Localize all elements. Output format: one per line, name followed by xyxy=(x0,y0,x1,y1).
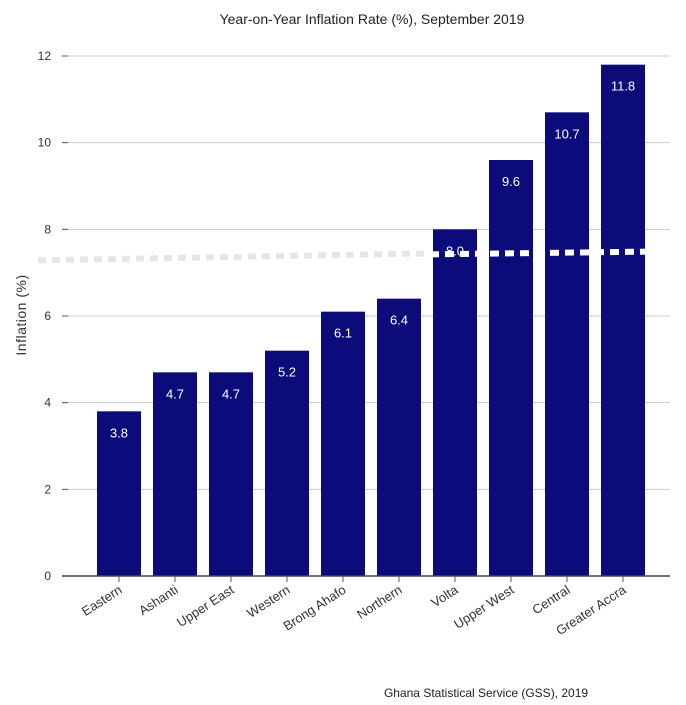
data-labels: 3.84.7 4.75.26.16.48.09.610.711.8 xyxy=(110,79,635,441)
y-tick-label: 10 xyxy=(38,136,52,150)
data-label: 6.4 xyxy=(390,313,408,328)
y-tick-label: 6 xyxy=(44,309,51,323)
reference-line xyxy=(429,248,673,258)
bar xyxy=(377,298,421,576)
data-label: 6.1 xyxy=(334,326,352,341)
bar xyxy=(433,229,477,577)
data-label: 3.8 xyxy=(110,425,128,440)
y-tick-label: 8 xyxy=(44,222,51,236)
y-tick-label: 4 xyxy=(44,396,51,410)
category-label: Eastern xyxy=(79,582,125,619)
y-tick-label: 12 xyxy=(38,49,52,63)
category-label: Western xyxy=(244,582,293,621)
bar xyxy=(601,64,645,577)
data-label: 4.7 xyxy=(222,386,240,401)
y-tick-label: 2 xyxy=(44,482,51,496)
data-label: 4.7 xyxy=(166,386,184,401)
bar xyxy=(489,160,533,576)
category-label: Volta xyxy=(428,582,461,611)
bar xyxy=(265,350,309,576)
category-label: Ashanti xyxy=(136,582,181,618)
source-note: Ghana Statistical Service (GSS), 2019 xyxy=(384,686,588,700)
data-label: 9.6 xyxy=(502,174,520,189)
bar xyxy=(209,372,253,576)
bar xyxy=(97,411,141,576)
reference-line-faint xyxy=(37,250,431,264)
y-tick-label: 0 xyxy=(44,569,51,583)
category-label: Upper East xyxy=(174,582,237,630)
bar xyxy=(153,372,197,576)
category-label: Central xyxy=(529,582,572,617)
bar xyxy=(545,112,589,576)
data-label: 5.2 xyxy=(278,365,296,380)
y-axis-label: Inflation (%) xyxy=(13,274,29,355)
data-label: 10.7 xyxy=(554,126,579,141)
chart-title: Year-on-Year Inflation Rate (%), Septemb… xyxy=(220,11,525,27)
bars xyxy=(97,64,645,577)
reference-line-group xyxy=(37,248,673,264)
category-label: Brong Ahafo xyxy=(280,582,348,634)
y-axis-ticks: 0 2 4 6 8 10 12 xyxy=(38,49,68,583)
bar xyxy=(321,311,365,576)
data-label: 11.8 xyxy=(611,79,635,94)
category-label: Northern xyxy=(354,582,405,622)
category-label: Upper West xyxy=(451,582,517,632)
